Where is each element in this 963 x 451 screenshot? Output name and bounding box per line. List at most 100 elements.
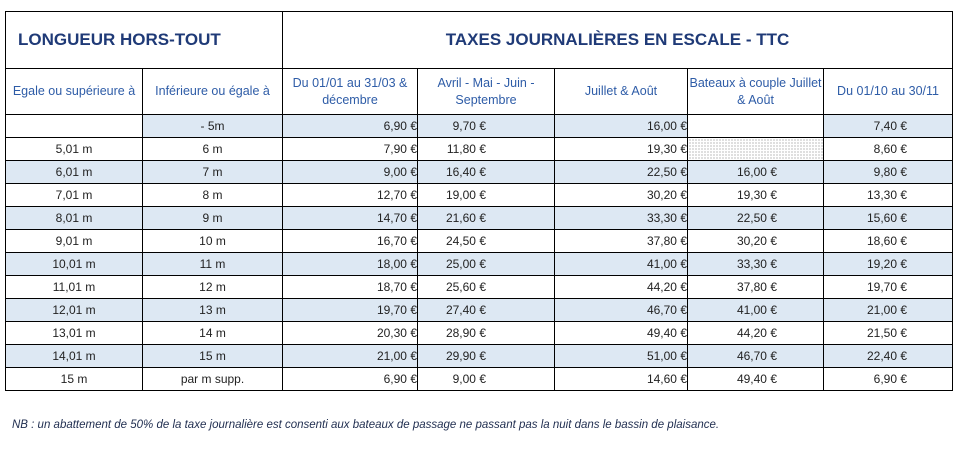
table-cell: - 5m xyxy=(142,114,283,138)
table-cell: 13,01 m xyxy=(5,321,143,345)
table-cell: 37,80 € xyxy=(554,229,688,253)
table-cell: 15 m xyxy=(5,367,143,391)
table-cell: 7,40 € xyxy=(822,114,954,138)
column-header: Du 01/01 au 31/03 & décembre xyxy=(282,68,418,115)
table-cell: 33,30 € xyxy=(687,252,824,276)
table-cell: 28,90 € xyxy=(417,321,555,345)
table-cell: 11 m xyxy=(142,252,283,276)
table-row: 10,01 m 11 m 18,00 €25,00 €41,00 €33,30 €1… xyxy=(5,252,954,276)
table-cell: 19,00 € xyxy=(417,183,555,207)
empty-cell xyxy=(5,114,143,138)
table-cell: 16,40 € xyxy=(417,160,555,184)
table-row: 12,01 m 13 m 19,70 €27,40 €46,70 €41,00 €2… xyxy=(5,298,954,322)
column-header: Du 01/10 au 30/11 xyxy=(822,68,954,115)
table-cell: 9 m xyxy=(142,206,283,230)
header-row: LONGUEUR HORS-TOUT TAXES JOURNALIÈRES EN… xyxy=(5,11,954,69)
table-cell: 25,00 € xyxy=(417,252,555,276)
table-cell: 49,40 € xyxy=(687,367,824,391)
table-cell: 8,60 € xyxy=(822,137,954,161)
table-cell: 16,70 € xyxy=(282,229,418,253)
table-cell: 6 m xyxy=(142,137,283,161)
column-header: Egale ou supérieure à xyxy=(5,68,143,115)
table-row: 14,01 m 15 m 21,00 €29,90 €51,00 €46,70 €2… xyxy=(5,344,954,368)
table-cell: 12,01 m xyxy=(5,298,143,322)
table-cell: 22,50 € xyxy=(554,160,688,184)
table-cell: 16,00 € xyxy=(687,160,824,184)
column-header: Avril - Mai - Juin - Septembre xyxy=(417,68,555,115)
table-cell: 21,50 € xyxy=(822,321,954,345)
table-cell: 41,00 € xyxy=(554,252,688,276)
table-cell: 15 m xyxy=(142,344,283,368)
table-cell: 16,00 € xyxy=(554,114,688,138)
table-cell: 7,90 € xyxy=(282,137,418,161)
column-header-row: Egale ou supérieure à Inférieure ou égal… xyxy=(5,68,954,115)
table-cell: 37,80 € xyxy=(687,275,824,299)
column-header: Juillet & Août xyxy=(554,68,688,115)
column-header: Inférieure ou égale à xyxy=(142,68,283,115)
table-cell: 9,00 € xyxy=(282,160,418,184)
table-cell: 11,80 € xyxy=(417,137,555,161)
table-cell: 13,30 € xyxy=(822,183,954,207)
table-cell: 19,70 € xyxy=(822,275,954,299)
table-cell: 12,70 € xyxy=(282,183,418,207)
table-cell: 6,90 € xyxy=(282,114,418,138)
table-cell: 6,01 m xyxy=(5,160,143,184)
table-cell: 6,90 € xyxy=(282,367,418,391)
table-cell: par m supp. xyxy=(142,367,283,391)
table-cell: 14,60 € xyxy=(554,367,688,391)
table-cell: 30,20 € xyxy=(554,183,688,207)
table-cell: 44,20 € xyxy=(554,275,688,299)
table-row: - 5m 6,90 €9,70 €16,00 € 7,40 € xyxy=(5,114,954,138)
table-cell: 8,01 m xyxy=(5,206,143,230)
table-row: 15 m par m supp. 6,90 €9,00 €14,60 €49,40 … xyxy=(5,367,954,391)
table-cell: 41,00 € xyxy=(687,298,824,322)
table-cell: 46,70 € xyxy=(687,344,824,368)
column-header: Bateaux à couple Juillet & Août xyxy=(687,68,824,115)
table-cell: 27,40 € xyxy=(417,298,555,322)
table-cell: 7 m xyxy=(142,160,283,184)
table-cell: 46,70 € xyxy=(554,298,688,322)
footnote: NB : un abattement de 50% de la taxe jou… xyxy=(12,419,720,431)
table-cell: 5,01 m xyxy=(5,137,143,161)
table-cell: 10,01 m xyxy=(5,252,143,276)
table-cell: 11,01 m xyxy=(5,275,143,299)
table-cell: 12 m xyxy=(142,275,283,299)
taxes-header: TAXES JOURNALIÈRES EN ESCALE - TTC xyxy=(281,11,954,69)
table-cell: 33,30 € xyxy=(554,206,688,230)
table-cell: 18,00 € xyxy=(282,252,418,276)
table-cell: 19,70 € xyxy=(282,298,418,322)
table-cell: 13 m xyxy=(142,298,283,322)
table-cell: 14,01 m xyxy=(5,344,143,368)
table-cell: 9,00 € xyxy=(417,367,555,391)
table-cell: 15,60 € xyxy=(822,206,954,230)
table-cell: 21,00 € xyxy=(822,298,954,322)
table-cell: 19,30 € xyxy=(687,183,824,207)
table-cell: 10 m xyxy=(142,229,283,253)
table-cell: 21,00 € xyxy=(282,344,418,368)
table-cell: 14,70 € xyxy=(282,206,418,230)
table-cell: 9,01 m xyxy=(5,229,143,253)
length-header: LONGUEUR HORS-TOUT xyxy=(5,11,283,69)
table-cell: 7,01 m xyxy=(5,183,143,207)
table-cell: 14 m xyxy=(142,321,283,345)
table-cell: 44,20 € xyxy=(687,321,824,345)
table-cell: 22,50 € xyxy=(687,206,824,230)
table-cell: 9,70 € xyxy=(417,114,555,138)
empty-cell xyxy=(687,114,824,138)
table-cell: 24,50 € xyxy=(417,229,555,253)
table-cell: 22,40 € xyxy=(822,344,954,368)
table-cell: 51,00 € xyxy=(554,344,688,368)
table-cell: 19,30 € xyxy=(554,137,688,161)
table-row: 11,01 m 12 m 18,70 €25,60 €44,20 €37,80 €1… xyxy=(5,275,954,299)
table-cell: 30,20 € xyxy=(687,229,824,253)
table-cell: 6,90 € xyxy=(822,367,954,391)
table-cell: 18,70 € xyxy=(282,275,418,299)
table-cell: 9,80 € xyxy=(822,160,954,184)
tariff-table: LONGUEUR HORS-TOUT TAXES JOURNALIÈRES EN… xyxy=(5,11,954,391)
table-cell: 8 m xyxy=(142,183,283,207)
table-cell: 25,60 € xyxy=(417,275,555,299)
